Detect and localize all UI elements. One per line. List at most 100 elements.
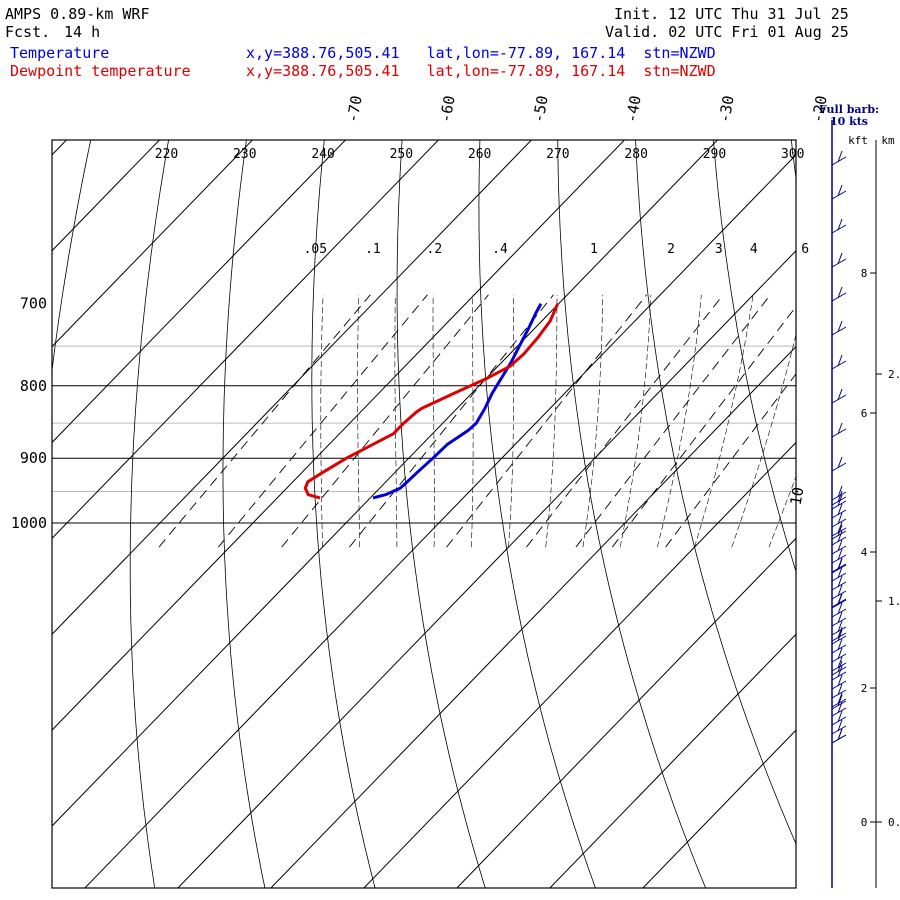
wind-barb: [831, 725, 847, 735]
mixing-ratio-line: [665, 373, 796, 548]
wind-barb-feather: [837, 150, 843, 163]
theta-label: 250: [390, 147, 413, 162]
wind-barb-feather: [837, 354, 843, 367]
temperature-trace: [372, 302, 543, 500]
wind-barb: [831, 536, 847, 546]
valid-time: Valid. 02 UTC Fri 01 Aug 25: [605, 23, 849, 41]
wind-barb-feather: [837, 611, 843, 624]
wind-barb: [831, 671, 847, 681]
isotherm-label: 10: [787, 486, 808, 507]
wind-barb-feather: [837, 692, 843, 705]
wind-barb-feather: [837, 656, 843, 669]
wind-barb: [831, 564, 847, 574]
wind-barb-feather: [837, 521, 843, 534]
kft-label-0: 0: [861, 816, 868, 829]
wind-barb: [831, 666, 847, 676]
wind-barb: [831, 500, 847, 510]
wind-barb: [831, 680, 847, 690]
barb-scale-label: Full barb: 10 kts: [814, 104, 884, 128]
wind-barb: [831, 572, 847, 582]
wind-barb: [831, 626, 847, 636]
mixing-ratio-label: .4: [492, 242, 508, 257]
wind-barb: [831, 360, 847, 370]
kft-label-6: 6: [861, 407, 868, 420]
moist-adiabat--14: [471, 294, 474, 548]
wind-barb: [831, 662, 847, 672]
wind-barb: [831, 496, 847, 506]
legend-temperature-location: x,y=388.76,505.41 lat,lon=-77.89, 167.14…: [246, 44, 716, 62]
wind-barb: [831, 394, 847, 404]
model-title: AMPS 0.89-km WRF: [5, 5, 150, 23]
wind-barb: [831, 509, 847, 519]
dry-adiabat-260: [478, 140, 596, 888]
moist-adiabat--26: [357, 294, 360, 548]
isotherm--50: [52, 140, 533, 635]
wind-barb-feather: [837, 626, 843, 639]
wind-barb-feather: [837, 494, 843, 507]
wind-barb-feather: [837, 593, 843, 606]
wind-barb-feather: [837, 524, 843, 537]
isotherm--90: [52, 140, 161, 252]
isotherm-0: [270, 345, 796, 888]
isotherm--20: [84, 154, 796, 888]
isotherm-30: [549, 633, 796, 888]
wind-barb: [831, 518, 847, 528]
wind-barb: [831, 428, 847, 438]
mixing-ratio-label: 2: [667, 242, 675, 257]
wind-barb-feather: [837, 548, 843, 561]
wind-barb-feather: [837, 575, 843, 588]
barb-scale-line1: Full barb:: [818, 103, 880, 116]
isotherm-label: -30: [715, 94, 737, 124]
legend-temperature-name: Temperature: [10, 44, 110, 62]
wind-barb: [831, 156, 847, 166]
wind-barb-feather: [837, 503, 843, 516]
mixing-ratio-line: [158, 294, 371, 548]
theta-label: 230: [233, 147, 256, 162]
wind-barb: [831, 581, 847, 591]
moist-adiabat-26: [843, 295, 900, 547]
wind-barb-feather: [837, 422, 843, 435]
wind-barb-feather: [837, 566, 843, 579]
wind-barb: [831, 554, 847, 564]
wind-barb-feather: [837, 485, 843, 498]
km-label: 1.: [888, 595, 900, 608]
moist-adiabat--30: [320, 294, 324, 548]
kft-label-8: 8: [861, 267, 868, 280]
wind-barb-feather: [837, 719, 843, 732]
isotherm-label: -20: [808, 94, 830, 124]
wind-barb: [831, 530, 847, 540]
wind-barb: [831, 698, 847, 708]
theta-label: 240: [311, 147, 334, 162]
wind-barb-feather: [837, 710, 843, 723]
km-label: 0.: [888, 816, 900, 829]
moist-adiabat--10: [508, 294, 515, 548]
wind-barb: [831, 599, 847, 609]
wind-barb-feather: [837, 539, 843, 552]
wind-barb-feather: [837, 620, 843, 633]
mixing-ratio-line: [217, 294, 428, 548]
plot-frame: [51, 139, 797, 889]
plot-area: [52, 140, 900, 888]
moist-adiabat-22: [806, 295, 900, 547]
wind-barb: [831, 653, 847, 663]
pressure-label-900: 900: [20, 449, 47, 467]
moist-adiabat--22: [394, 294, 398, 548]
wind-barb: [831, 326, 847, 336]
moist-adiabat-30: [881, 295, 900, 547]
isotherm-label: -50: [529, 94, 551, 124]
forecast-hours: 14 h: [64, 23, 101, 41]
mixing-ratio-label: 3: [715, 242, 723, 257]
moist-adiabat-18: [768, 475, 796, 548]
moist-adiabat--6: [545, 294, 558, 548]
mixing-ratio-line: [446, 294, 647, 548]
mixing-ratio-label: 1: [590, 242, 598, 257]
wind-barb: [831, 617, 847, 627]
theta-label: 270: [546, 147, 569, 162]
wind-barb-feather: [837, 286, 843, 299]
dry-adiabat-230: [222, 140, 266, 888]
mixing-ratio-label: 6: [801, 242, 809, 257]
theta-label: 280: [624, 147, 647, 162]
dry-adiabat-210: [52, 140, 92, 374]
dry-adiabat-290: [713, 140, 796, 573]
